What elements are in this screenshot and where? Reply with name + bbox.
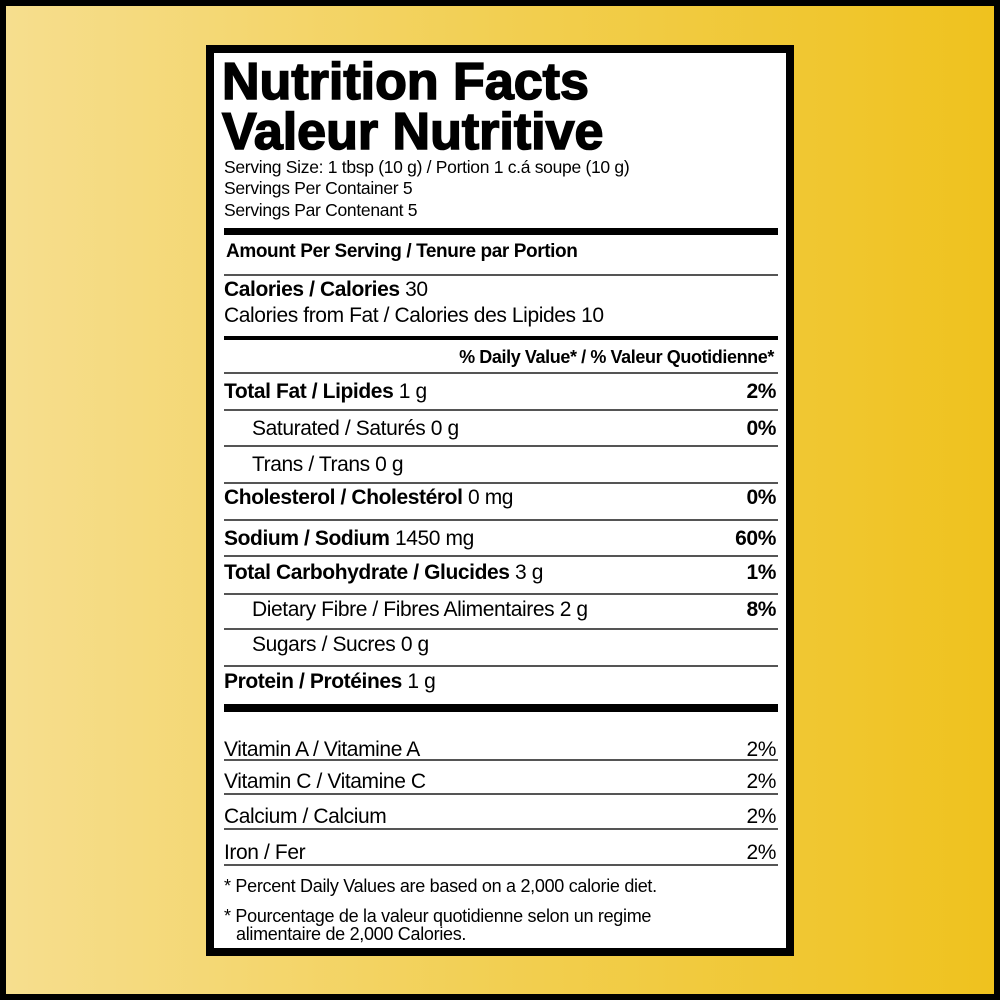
nutrient-row: Sugars / Sucres 0 g [224, 630, 776, 660]
nutrient-amount: 0 g [430, 417, 459, 440]
nutrient-amount: 0 g [400, 633, 429, 656]
nutrient-dv: 1% [746, 561, 776, 584]
nutrient-row: Cholesterol / Cholestérol 0 mg 0% [224, 483, 776, 513]
footnote-fr-line2: alimentaire de 2,000 Calories. [236, 924, 467, 944]
nutrient-amount: 0 g [375, 453, 404, 476]
divider [224, 593, 778, 595]
divider [224, 519, 778, 521]
divider [224, 628, 778, 630]
nutrient-row: Protein / Protéines 1 g [224, 667, 776, 697]
vitamin-dv: 2% [746, 770, 776, 793]
divider [224, 759, 778, 761]
vitamin-label: Vitamin A / Vitamine A [224, 738, 420, 761]
amount-header: Amount Per Serving / Tenure par Portion [226, 241, 578, 262]
vitamin-row: Vitamin A / Vitamine A 2% [224, 735, 776, 765]
nutrient-dv: 60% [735, 527, 776, 550]
nutrient-row: Trans / Trans 0 g [224, 450, 776, 480]
nutrient-label: Total Carbohydrate / Glucides [224, 561, 510, 584]
calories-from-fat-text: Calories from Fat / Calories des Lipides… [224, 303, 604, 327]
title-fr: Valeur Nutritive [221, 103, 604, 161]
nutrient-amount: 0 mg [467, 486, 514, 509]
vitamin-label: Iron / Fer [224, 841, 306, 864]
vitamin-label: Calcium / Calcium [224, 805, 387, 828]
vitamin-dv: 2% [746, 805, 776, 828]
serving-size: Serving Size: 1 tbsp (10 g) / Portion 1 … [224, 157, 630, 177]
divider-thick [224, 336, 778, 340]
daily-value-header: % Daily Value* / % Valeur Quotidienne* [224, 342, 776, 372]
footnote-fr-line1: * Pourcentage de la valeur quotidienne s… [224, 906, 652, 926]
nutrient-row: Sodium / Sodium 1450 mg 60% [224, 524, 776, 554]
vitamin-label: Vitamin C / Vitamine C [224, 770, 426, 793]
divider [224, 482, 778, 484]
nutrient-dv: 0% [746, 417, 776, 440]
divider [224, 372, 778, 374]
nutrient-label: Trans / Trans [252, 453, 370, 476]
nutrient-amount: 2 g [559, 598, 588, 621]
calories-from-fat: Calories from Fat / Calories des Lipides… [224, 303, 776, 328]
nutrient-amount: 1450 mg [394, 527, 474, 550]
nutrient-label: Cholesterol / Cholestérol [224, 486, 463, 509]
nutrient-row: Dietary Fibre / Fibres Alimentaires 2 g 8… [224, 595, 776, 625]
divider [224, 409, 778, 411]
nutrient-label: Sodium / Sodium [224, 527, 390, 550]
nutrient-dv: 0% [746, 486, 776, 509]
divider [224, 445, 778, 447]
nutrient-label: Total Fat / Lipides [224, 380, 394, 403]
dv-header-text: % Daily Value* / % Valeur Quotidienne* [459, 347, 774, 367]
divider [224, 828, 778, 830]
nutrient-amount: 1 g [407, 670, 436, 693]
nutrient-label: Dietary Fibre / Fibres Alimentaires [252, 598, 555, 621]
divider [224, 274, 778, 276]
vitamin-dv: 2% [746, 841, 776, 864]
calories-row: Calories / Calories 30 [224, 277, 776, 302]
nutrient-label: Saturated / Saturés [252, 417, 426, 440]
vitamin-row: Iron / Fer 2% [224, 838, 776, 868]
divider [224, 665, 778, 667]
calories-label: Calories / Calories [224, 277, 400, 301]
nutrient-amount: 1 g [398, 380, 427, 403]
nutrient-label: Sugars / Sucres [252, 633, 396, 656]
title-en: Nutrition Facts [221, 53, 590, 111]
amount-per-serving: Amount Per Serving / Tenure par Portion [224, 237, 776, 267]
calories-value: 30 [405, 277, 428, 301]
divider [224, 793, 778, 795]
nutrient-row: Total Fat / Lipides 1 g 2% [224, 377, 776, 407]
nutrient-row: Total Carbohydrate / Glucides 3 g 1% [224, 558, 776, 588]
servings-per-container-en: Servings Per Container 5 [224, 178, 413, 198]
nutrient-label: Protein / Protéines [224, 670, 402, 693]
vitamin-dv: 2% [746, 738, 776, 761]
nutrient-row: Saturated / Saturés 0 g 0% [224, 414, 776, 444]
divider-thick [224, 228, 778, 235]
footnote-en: * Percent Daily Values are based on a 2,… [224, 876, 657, 896]
divider [224, 864, 778, 866]
vitamin-row: Calcium / Calcium 2% [224, 802, 776, 832]
nutrient-amount: 3 g [515, 561, 544, 584]
servings-per-container-fr: Servings Par Contenant 5 [224, 200, 418, 220]
nutrient-dv: 2% [746, 380, 776, 403]
divider [224, 555, 778, 557]
vitamin-row: Vitamin C / Vitamine C 2% [224, 767, 776, 797]
nutrient-dv: 8% [746, 598, 776, 621]
divider-thick [224, 704, 778, 712]
nutrition-facts-label: Nutrition Facts Valeur Nutritive Serving… [206, 45, 794, 956]
